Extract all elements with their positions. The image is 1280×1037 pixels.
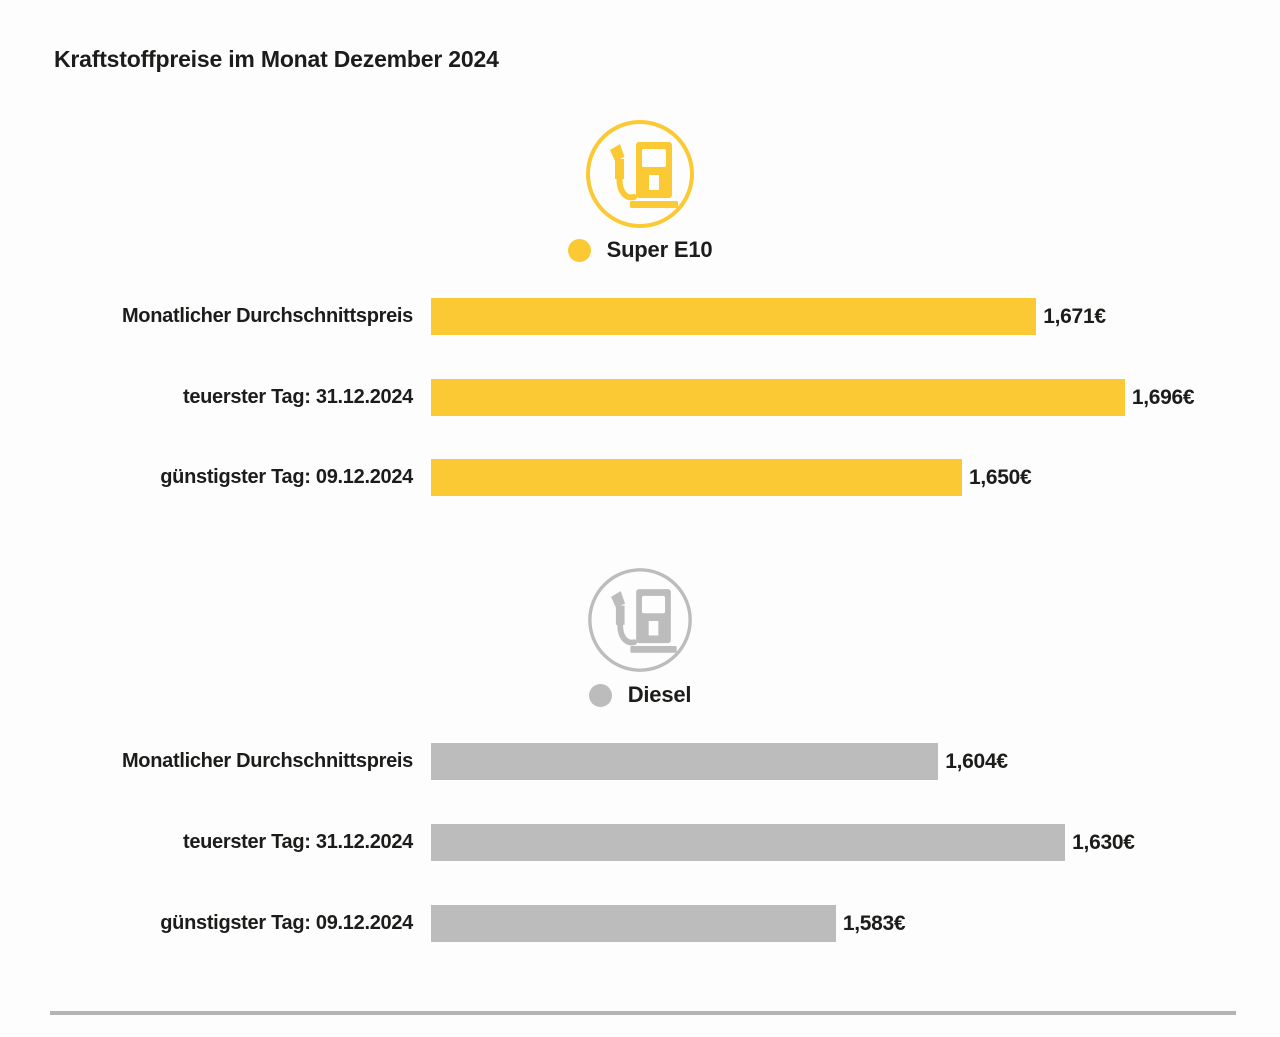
super-e10-icon-wrap <box>0 118 1280 230</box>
bar <box>431 743 939 780</box>
bar-label: teuerster Tag: 31.12.2024 <box>182 831 413 853</box>
bar-row: Monatlicher Durchschnittspreis 1,671€ <box>54 298 1231 335</box>
page-title: Kraftstoffpreise im Monat Dezember 2024 <box>54 46 499 72</box>
bar-track: 1,630€ <box>431 824 1231 861</box>
bar-label: günstigster Tag: 09.12.2024 <box>160 912 413 934</box>
bar-value: 1,604€ <box>945 749 1008 773</box>
bar <box>431 459 962 496</box>
bar <box>431 379 1125 416</box>
bottom-divider <box>50 1011 1236 1015</box>
bar-track: 1,671€ <box>431 298 1231 335</box>
bar-value: 1,583€ <box>842 911 906 935</box>
bar-row: teuerster Tag: 31.12.2024 1,630€ <box>54 824 1231 861</box>
bar-label: Monatlicher Durchschnittspreis <box>121 750 413 772</box>
bar-track: 1,583€ <box>431 905 1231 942</box>
legend-label: Super E10 <box>606 237 713 262</box>
super-e10-legend: Super E10 <box>0 237 1280 263</box>
bar <box>431 298 1037 335</box>
bar-row: teuerster Tag: 31.12.2024 1,696€ <box>54 379 1231 416</box>
bar <box>431 905 836 942</box>
bar-row: günstigster Tag: 09.12.2024 1,650€ <box>54 459 1231 496</box>
bar-value: 1,650€ <box>968 465 1032 489</box>
bar-value: 1,696€ <box>1131 385 1195 409</box>
bar-label: Monatlicher Durchschnittspreis <box>121 305 413 327</box>
bar-row: günstigster Tag: 09.12.2024 1,583€ <box>54 905 1231 942</box>
bar-label: teuerster Tag: 31.12.2024 <box>182 386 413 408</box>
bar-track: 1,650€ <box>431 459 1231 496</box>
bar <box>431 824 1066 861</box>
bar-value: 1,630€ <box>1072 830 1135 854</box>
diesel-legend: Diesel <box>0 682 1280 708</box>
bar-track: 1,696€ <box>431 379 1231 416</box>
legend-dot <box>567 238 591 262</box>
bar-value: 1,671€ <box>1043 304 1106 328</box>
fuel-pump-icon <box>588 568 692 672</box>
bar-track: 1,604€ <box>431 743 1231 780</box>
fuel-pump-icon <box>586 120 694 228</box>
bar-label: günstigster Tag: 09.12.2024 <box>160 466 413 488</box>
legend-label: Diesel <box>627 682 692 707</box>
legend-dot <box>588 683 612 707</box>
bar-row: Monatlicher Durchschnittspreis 1,604€ <box>54 743 1231 780</box>
diesel-icon-wrap <box>0 566 1280 674</box>
